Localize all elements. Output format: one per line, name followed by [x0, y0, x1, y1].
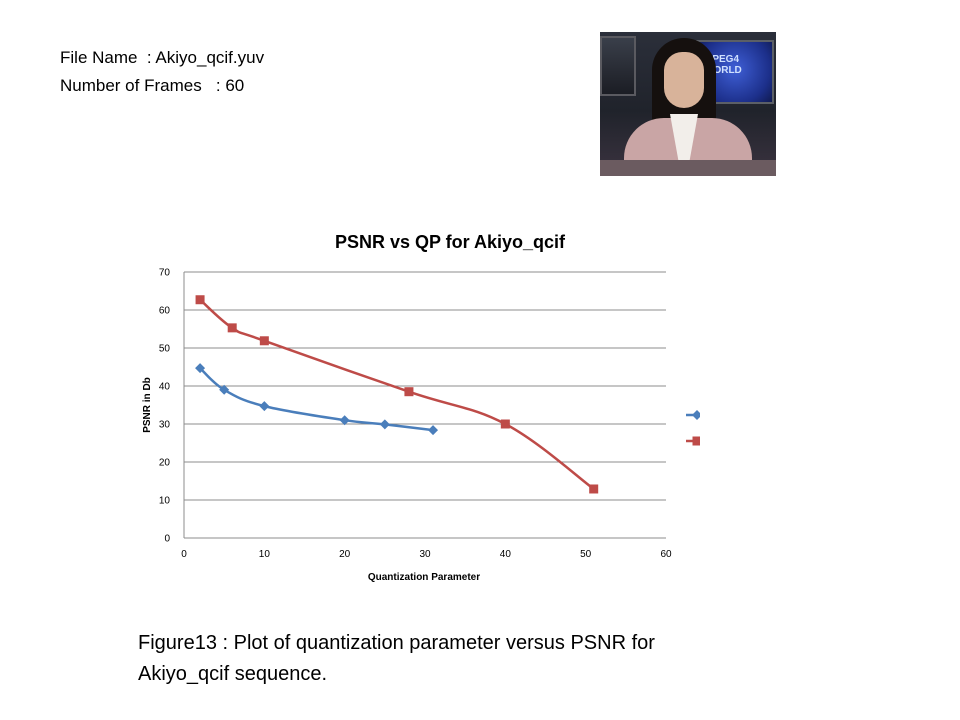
series-line-jm: [199, 298, 595, 490]
y-tick-label-10: 10: [159, 496, 171, 507]
data-point-ffmpeg-1: [219, 384, 230, 395]
data-point-jm-5: [589, 484, 599, 494]
y-tick-labels: 0 10 20 30 40 50 60 70: [159, 268, 171, 545]
data-point-ffmpeg-2: [259, 401, 270, 412]
x-tick-label-40: 40: [500, 549, 512, 560]
data-point-jm-0: [195, 295, 205, 305]
data-point-jm-1: [227, 323, 237, 333]
data-point-jm-4: [500, 419, 510, 429]
x-tick-label-20: 20: [339, 549, 351, 560]
legend-marker-jm: [692, 436, 700, 446]
data-point-ffmpeg-5: [428, 425, 439, 436]
chart-axes: [183, 272, 666, 539]
x-tick-label-30: 30: [419, 549, 431, 560]
data-point-jm-3: [404, 387, 414, 397]
y-tick-label-20: 20: [159, 458, 171, 469]
akiyo-frame-image: MPEG4 WORLD: [600, 32, 776, 176]
x-tick-label-0: 0: [181, 549, 187, 560]
x-tick-label-50: 50: [580, 549, 592, 560]
background-monitor-left: [600, 36, 636, 96]
presenter-face: [664, 52, 704, 108]
data-point-ffmpeg-4: [379, 419, 390, 430]
legend-marker-ffmpeg: [692, 410, 700, 420]
series-jm: [195, 295, 599, 494]
y-tick-label-0: 0: [164, 534, 170, 545]
y-axis-label: PSNR in Db: [142, 377, 153, 433]
frame-count-text: Number of Frames : 60: [60, 76, 245, 95]
data-point-jm-2: [259, 336, 269, 346]
y-tick-label-70: 70: [159, 268, 171, 279]
file-info: File Name : Akiyo_qcif.yuv Number of Fra…: [60, 44, 264, 100]
caption-line-1: Figure13 : Plot of quantization paramete…: [138, 632, 655, 654]
chart-series: [195, 295, 599, 494]
y-tick-label-60: 60: [159, 306, 171, 317]
x-tick-label-10: 10: [259, 549, 271, 560]
series-ffmpeg: [195, 363, 439, 436]
news-desk: [600, 160, 776, 176]
chart-title: PSNR vs QP for Akiyo_qcif: [335, 232, 566, 252]
chart-legend: FFMPEGJM: [686, 410, 700, 446]
series-line-ffmpeg: [199, 367, 434, 432]
y-tick-label-50: 50: [159, 344, 171, 355]
figure-caption: Figure13 : Plot of quantization paramete…: [138, 628, 838, 690]
monitor-text: MPEG4 WORLD: [704, 54, 742, 76]
file-name-text: File Name : Akiyo_qcif.yuv: [60, 48, 265, 67]
data-point-ffmpeg-0: [195, 363, 206, 374]
x-tick-label-60: 60: [660, 549, 672, 560]
y-tick-label-30: 30: [159, 420, 171, 431]
x-tick-labels: 0 10 20 30 40 50 60: [181, 549, 672, 560]
chart-gridlines: [184, 271, 666, 501]
x-axis-label: Quantization Parameter: [368, 572, 480, 583]
data-point-ffmpeg-3: [339, 415, 350, 426]
psnr-vs-qp-chart: PSNR vs QP for Akiyo_qcif 0 10 20 30 40 50 60 7…: [142, 232, 700, 583]
caption-line-2: Akiyo_qcif sequence.: [138, 663, 328, 685]
y-tick-label-40: 40: [159, 382, 171, 393]
